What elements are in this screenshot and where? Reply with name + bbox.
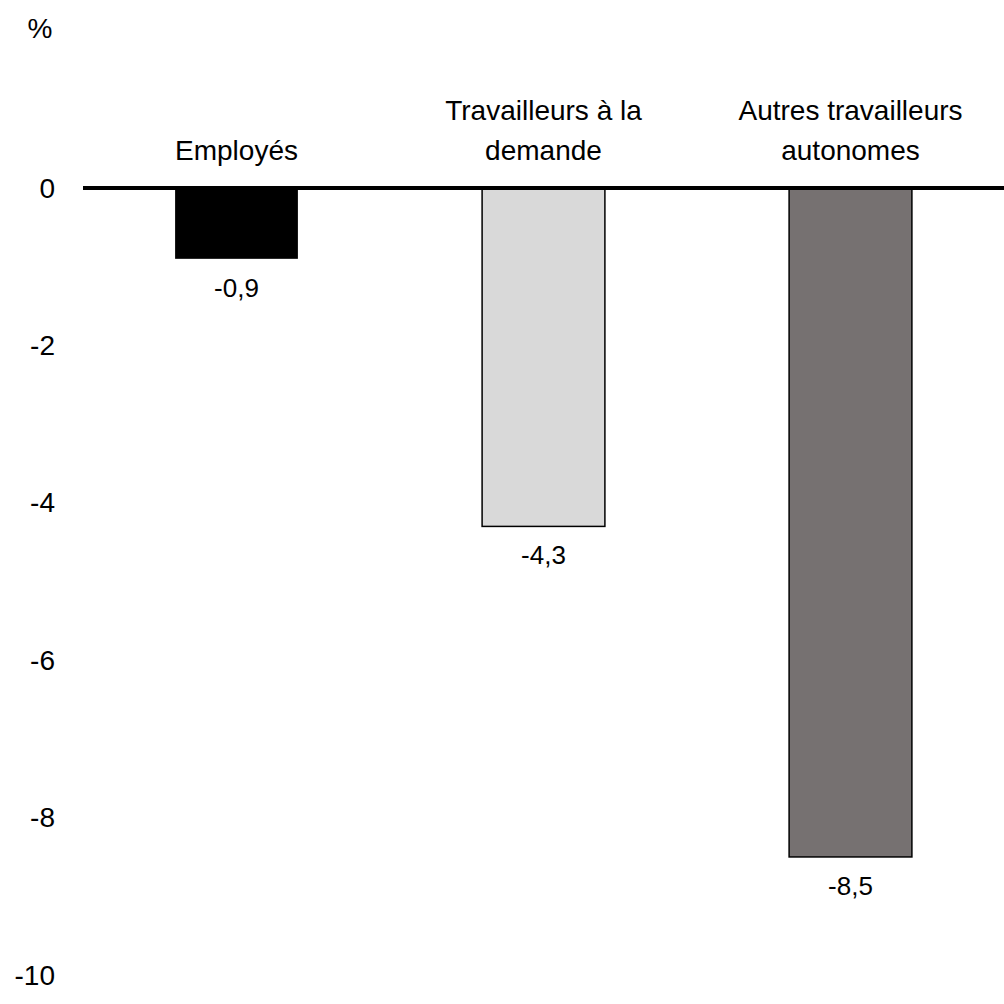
- category-label: Autres travailleurs autonomes: [738, 95, 962, 166]
- category-label-line: autonomes: [781, 135, 920, 166]
- x-axis-line: [83, 186, 1004, 190]
- y-tick-label: 0: [39, 173, 55, 204]
- y-tick-label: -10: [15, 960, 55, 991]
- bar: [789, 188, 912, 857]
- category-label-line: Autres travailleurs: [738, 95, 962, 126]
- y-tick-label: -4: [30, 487, 55, 518]
- y-axis-label: %: [28, 13, 53, 44]
- y-tick-label: -8: [30, 802, 55, 833]
- category-label-line: Travailleurs à la: [445, 95, 642, 126]
- category-label: Employés: [175, 135, 298, 166]
- chart: % 0 -2 -4 -6 -8 -10 -0,9 -4,3 -8,5 Employés Travail…: [0, 0, 1004, 1004]
- data-label: -0,9: [214, 273, 259, 303]
- y-tick-label: -2: [30, 330, 55, 361]
- y-tick-label: -6: [30, 645, 55, 676]
- bar: [482, 188, 605, 526]
- category-label-line: demande: [485, 135, 602, 166]
- category-label: Travailleurs à la demande: [445, 95, 642, 166]
- category-label-line: Employés: [175, 135, 298, 166]
- data-label: -8,5: [828, 871, 873, 901]
- bars: [175, 188, 912, 857]
- bar: [175, 188, 298, 259]
- data-label: -4,3: [521, 540, 566, 570]
